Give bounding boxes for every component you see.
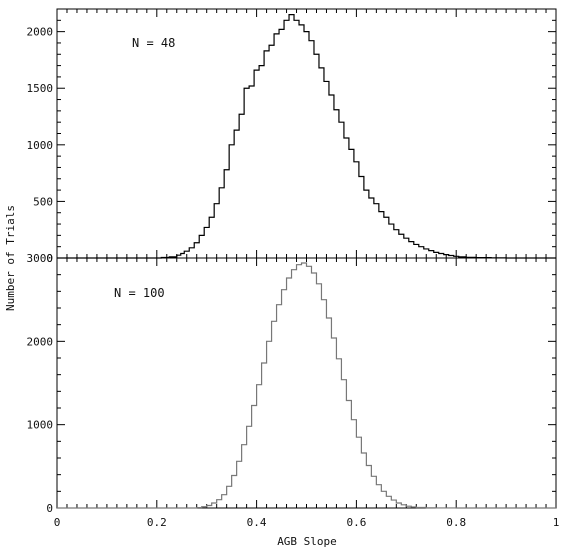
- bottom-y-tick-label: 3000: [27, 252, 54, 265]
- top-y-tick-label: 0: [46, 252, 53, 265]
- y-axis-title: Number of Trials: [4, 205, 17, 311]
- bottom-histogram-series: [57, 262, 556, 509]
- top-histogram-series: [57, 14, 556, 259]
- bottom-x-tick-label: 0.4: [247, 516, 267, 529]
- bottom-x-tick-label: 0.8: [446, 516, 466, 529]
- top-y-tick-label: 1000: [27, 139, 54, 152]
- top-panel-annotation: N = 48: [132, 36, 175, 50]
- bottom-y-tick-label: 2000: [27, 335, 54, 348]
- top-panel-ticks: 0 500 1000 1500 2000: [27, 8, 557, 265]
- bottom-x-tick-label: 0: [54, 516, 61, 529]
- bottom-x-tick-label: 0.6: [346, 516, 366, 529]
- top-y-tick-label: 1500: [27, 82, 54, 95]
- top-y-tick-label: 2000: [27, 26, 54, 39]
- top-y-tick-label: 500: [33, 195, 53, 208]
- bottom-x-tick-label: 1: [553, 516, 560, 529]
- bottom-panel-annotation: N = 100: [114, 286, 165, 300]
- bottom-y-tick-label: 0: [46, 502, 53, 515]
- bottom-x-tick-label: 0.2: [147, 516, 167, 529]
- x-axis-title: AGB Slope: [277, 535, 337, 548]
- bottom-y-tick-label: 1000: [27, 419, 54, 432]
